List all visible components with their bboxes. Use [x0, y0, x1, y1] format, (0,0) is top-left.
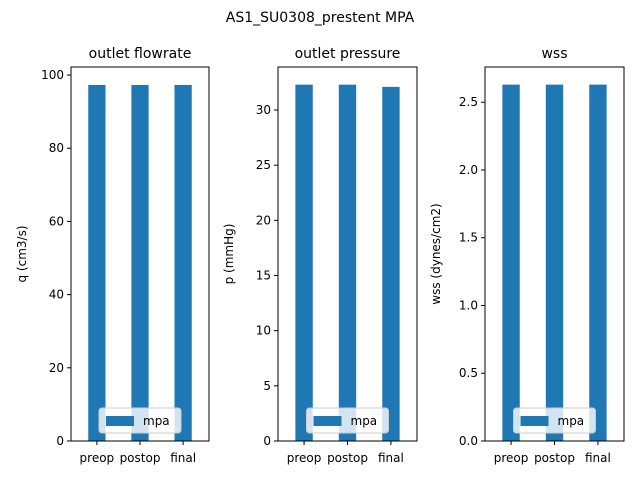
y-tick-label: 0.0: [459, 434, 478, 448]
legend-label: mpa: [351, 414, 378, 428]
y-tick-label: 20: [49, 361, 64, 375]
y-tick-label: 60: [49, 214, 64, 228]
y-tick-label: 100: [41, 68, 64, 82]
legend: mpa: [98, 407, 182, 434]
y-tick-label: 0.5: [459, 366, 478, 380]
legend: mpa: [306, 407, 389, 434]
legend-box: [513, 407, 596, 434]
bar: [545, 84, 564, 442]
legend-box: [306, 407, 389, 434]
bar: [295, 84, 313, 441]
y-axis-label: wss (dynes/cm2): [429, 203, 443, 304]
legend-box: [98, 407, 182, 434]
subplot: 0.0 0.5 1.0 1.5 2.0 2.5 preop postop final wss wss…: [429, 46, 625, 465]
y-tick-label: 80: [49, 141, 64, 155]
x-tick-label: postop: [534, 451, 575, 465]
x-tick-label: preop: [494, 451, 529, 465]
y-tick-label: 2.5: [459, 95, 478, 109]
y-tick-label: 10: [256, 324, 271, 338]
bar: [131, 84, 149, 441]
y-tick-label: 0: [263, 434, 271, 448]
x-tick-label: preop: [80, 451, 115, 465]
bar: [589, 84, 607, 442]
y-tick-label: 1.5: [459, 231, 478, 245]
y-tick-label: 0: [56, 434, 64, 448]
y-tick-label: 20: [256, 213, 271, 227]
x-tick-label: postop: [120, 451, 161, 465]
bar: [502, 84, 520, 442]
y-tick-label: 5: [263, 379, 271, 393]
legend-swatch: [313, 416, 342, 426]
subplot: 0 20 40 60 80 100 preop postop final outlet flowr…: [15, 46, 210, 465]
subplot-title: wss: [541, 46, 567, 62]
x-tick-label: preop: [287, 451, 322, 465]
figure-title: AS1_SU0308_prestent MPA: [226, 10, 415, 26]
legend-label: mpa: [143, 414, 170, 428]
y-tick-label: 2.0: [459, 163, 478, 177]
subplot-title: outlet pressure: [295, 46, 401, 62]
x-tick-label: postop: [327, 451, 368, 465]
legend-label: mpa: [558, 414, 585, 428]
bar: [88, 84, 106, 441]
subplot: 0 5 10 15 20 25 30 preop postop final outlet press…: [222, 46, 418, 465]
legend: mpa: [513, 407, 596, 434]
y-axis-label: q (cm3/s): [15, 225, 29, 282]
y-tick-label: 15: [256, 269, 271, 283]
x-tick-label: final: [378, 451, 404, 465]
y-tick-label: 30: [256, 103, 271, 117]
bar: [382, 86, 400, 442]
bar: [174, 84, 192, 441]
bar: [338, 84, 357, 441]
y-tick-label: 25: [256, 158, 271, 172]
x-tick-label: final: [585, 451, 611, 465]
legend-swatch: [520, 416, 549, 426]
subplot-title: outlet flowrate: [89, 46, 192, 62]
y-tick-label: 1.0: [459, 298, 478, 312]
y-axis-label: p (mmHg): [222, 224, 236, 285]
y-tick-label: 40: [49, 288, 64, 302]
x-tick-label: final: [170, 451, 196, 465]
legend-swatch: [106, 416, 134, 426]
